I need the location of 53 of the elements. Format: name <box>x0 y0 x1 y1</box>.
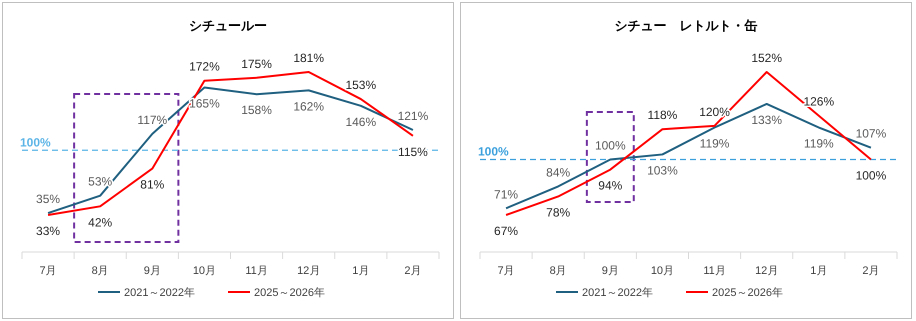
data-label: 35% <box>36 192 60 206</box>
data-label: 153% <box>345 78 376 92</box>
legend-label: 2025～2026年 <box>712 287 783 299</box>
x-tick-label: 1月 <box>810 265 828 277</box>
data-label: 118% <box>648 108 678 122</box>
data-label: 84% <box>546 165 571 180</box>
data-label: 158% <box>241 103 272 118</box>
data-label: 71% <box>494 187 518 202</box>
x-tick-label: 9月 <box>602 265 619 277</box>
legend-label: 2021～2022年 <box>124 287 195 299</box>
data-label: 67% <box>494 224 518 238</box>
x-tick-label: 10月 <box>192 265 216 277</box>
data-label: 100% <box>594 138 626 152</box>
x-tick-label: 11月 <box>245 265 268 277</box>
data-label: 103% <box>647 163 678 178</box>
data-label: 121% <box>398 108 429 123</box>
data-label: 181% <box>293 51 324 65</box>
x-tick-label: 7月 <box>498 265 515 277</box>
data-label: 42% <box>88 215 113 230</box>
chart-title: シチュールー <box>189 18 267 33</box>
data-label: 117% <box>137 112 168 127</box>
x-tick-label: 2月 <box>862 265 880 277</box>
x-tick-label: 11月 <box>703 265 726 277</box>
data-label: 172% <box>189 60 220 74</box>
data-label: 81% <box>140 178 165 192</box>
ref-line-label: 100% <box>478 144 510 158</box>
data-label: 126% <box>803 94 834 109</box>
data-label: 100% <box>856 168 887 182</box>
x-tick-label: 7月 <box>40 265 57 277</box>
ref-line-label: 100% <box>20 135 52 150</box>
data-label: 53% <box>88 174 113 189</box>
data-label: 107% <box>856 126 887 141</box>
x-tick-label: 12月 <box>297 265 320 277</box>
x-tick-label: 8月 <box>550 265 567 277</box>
x-tick-label: 10月 <box>650 265 674 277</box>
data-label: 152% <box>751 51 782 65</box>
data-label: 94% <box>598 178 623 193</box>
data-label: 175% <box>241 56 272 71</box>
data-label: 162% <box>293 99 324 114</box>
x-tick-label: 8月 <box>92 265 109 277</box>
data-label: 119% <box>804 136 834 151</box>
data-label: 33% <box>36 224 60 238</box>
x-tick-label: 1月 <box>352 265 370 277</box>
data-label: 78% <box>546 205 571 220</box>
data-label: 133% <box>751 112 782 127</box>
legend-label: 2021～2022年 <box>582 287 653 299</box>
legend-label: 2025～2026年 <box>254 287 325 299</box>
chart-title: シチュー レトルト・缶 <box>614 18 758 33</box>
data-label: 146% <box>345 114 376 129</box>
data-label: 119% <box>700 136 730 151</box>
x-tick-label: 12月 <box>755 265 778 277</box>
x-tick-label: 2月 <box>404 265 422 277</box>
x-tick-label: 9月 <box>144 265 161 277</box>
